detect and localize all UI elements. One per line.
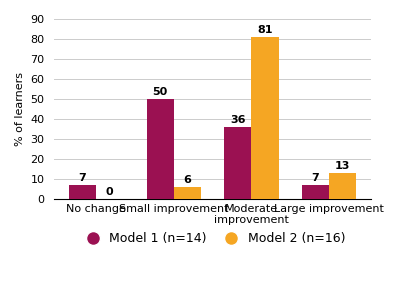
Legend: Model 1 (n=14), Model 2 (n=16): Model 1 (n=14), Model 2 (n=16) xyxy=(75,227,350,250)
Y-axis label: % of learners: % of learners xyxy=(15,72,25,146)
Bar xyxy=(224,127,252,199)
Bar xyxy=(174,187,201,199)
Text: 7: 7 xyxy=(312,173,320,183)
Bar xyxy=(69,185,96,199)
Bar xyxy=(329,173,356,199)
Text: 50: 50 xyxy=(152,87,168,97)
Text: 7: 7 xyxy=(78,173,86,183)
Text: 13: 13 xyxy=(335,161,350,171)
Text: 0: 0 xyxy=(106,187,114,197)
Text: 36: 36 xyxy=(230,115,246,125)
Bar xyxy=(146,99,174,199)
Bar xyxy=(302,185,329,199)
Text: 6: 6 xyxy=(184,175,191,185)
Bar xyxy=(252,37,279,199)
Text: 81: 81 xyxy=(257,25,273,35)
